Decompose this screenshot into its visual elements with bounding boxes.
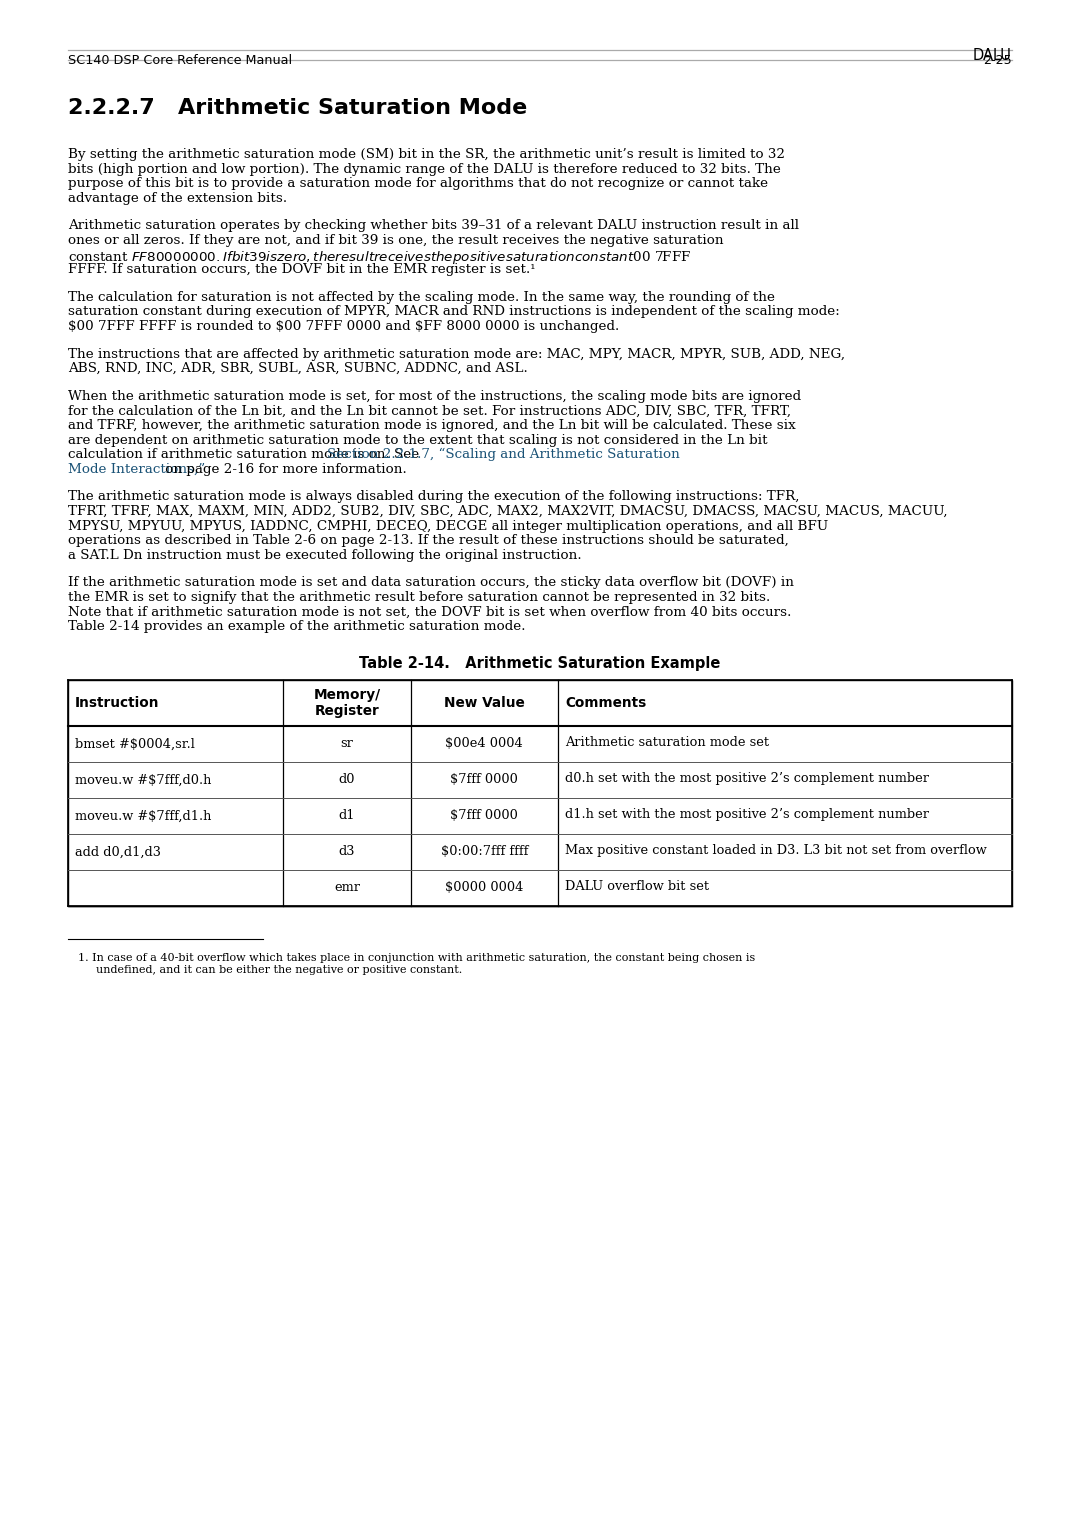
Text: The instructions that are affected by arithmetic saturation mode are: MAC, MPY, : The instructions that are affected by ar… bbox=[68, 347, 846, 361]
Text: d0: d0 bbox=[339, 773, 355, 787]
Text: The calculation for saturation is not affected by the scaling mode. In the same : The calculation for saturation is not af… bbox=[68, 290, 775, 304]
Text: $00e4 0004: $00e4 0004 bbox=[445, 738, 523, 750]
Text: moveu.w #$7fff,d0.h: moveu.w #$7fff,d0.h bbox=[75, 773, 212, 787]
Text: SC140 DSP Core Reference Manual: SC140 DSP Core Reference Manual bbox=[68, 53, 292, 67]
Text: Instruction: Instruction bbox=[75, 695, 160, 711]
Text: ABS, RND, INC, ADR, SBR, SUBL, ASR, SUBNC, ADDNC, and ASL.: ABS, RND, INC, ADR, SBR, SUBL, ASR, SUBN… bbox=[68, 362, 528, 376]
Text: constant $FF 8000 0000. If bit 39 is zero, the result receives the positive satu: constant $FF 8000 0000. If bit 39 is zer… bbox=[68, 249, 691, 266]
Text: 2.2.2.7   Arithmetic Saturation Mode: 2.2.2.7 Arithmetic Saturation Mode bbox=[68, 98, 527, 118]
Text: TFRT, TFRF, MAX, MAXM, MIN, ADD2, SUB2, DIV, SBC, ADC, MAX2, MAX2VIT, DMACSU, DM: TFRT, TFRF, MAX, MAXM, MIN, ADD2, SUB2, … bbox=[68, 504, 947, 518]
Text: operations as described in Table 2-6 on page 2-13. If the result of these instru: operations as described in Table 2-6 on … bbox=[68, 535, 788, 547]
Text: Arithmetic saturation operates by checking whether bits 39–31 of a relevant DALU: Arithmetic saturation operates by checki… bbox=[68, 220, 799, 232]
Text: Table 2-14 provides an example of the arithmetic saturation mode.: Table 2-14 provides an example of the ar… bbox=[68, 620, 526, 633]
Bar bbox=[68, 680, 1012, 906]
Text: advantage of the extension bits.: advantage of the extension bits. bbox=[68, 193, 287, 205]
Text: DALU: DALU bbox=[973, 47, 1012, 63]
Text: sr: sr bbox=[340, 738, 353, 750]
Text: 2-25: 2-25 bbox=[983, 53, 1012, 67]
Text: $7fff 0000: $7fff 0000 bbox=[450, 773, 518, 787]
Text: When the arithmetic saturation mode is set, for most of the instructions, the sc: When the arithmetic saturation mode is s… bbox=[68, 390, 801, 403]
Text: d1.h set with the most positive 2’s complement number: d1.h set with the most positive 2’s comp… bbox=[565, 808, 929, 822]
Text: a SAT.L Dn instruction must be executed following the original instruction.: a SAT.L Dn instruction must be executed … bbox=[68, 549, 582, 562]
Text: moveu.w #$7fff,d1.h: moveu.w #$7fff,d1.h bbox=[75, 810, 212, 822]
Text: Memory/
Register: Memory/ Register bbox=[313, 688, 380, 718]
Text: Section 2.2.1.7, “Scaling and Arithmetic Saturation: Section 2.2.1.7, “Scaling and Arithmetic… bbox=[326, 448, 679, 461]
Text: Comments: Comments bbox=[565, 695, 646, 711]
Text: d0.h set with the most positive 2’s complement number: d0.h set with the most positive 2’s comp… bbox=[565, 772, 929, 785]
Text: $0000 0004: $0000 0004 bbox=[445, 882, 524, 894]
Text: d1: d1 bbox=[339, 810, 355, 822]
Text: the EMR is set to signify that the arithmetic result before saturation cannot be: the EMR is set to signify that the arith… bbox=[68, 591, 770, 604]
Text: purpose of this bit is to provide a saturation mode for algorithms that do not r: purpose of this bit is to provide a satu… bbox=[68, 177, 768, 189]
Text: on page 2-16 for more information.: on page 2-16 for more information. bbox=[161, 463, 406, 475]
Text: FFFF. If saturation occurs, the DOVF bit in the EMR register is set.¹: FFFF. If saturation occurs, the DOVF bit… bbox=[68, 263, 536, 277]
Text: ones or all zeros. If they are not, and if bit 39 is one, the result receives th: ones or all zeros. If they are not, and … bbox=[68, 234, 724, 248]
Text: 1. In case of a 40-bit overflow which takes place in conjunction with arithmetic: 1. In case of a 40-bit overflow which ta… bbox=[78, 953, 755, 963]
Text: By setting the arithmetic saturation mode (SM) bit in the SR, the arithmetic uni: By setting the arithmetic saturation mod… bbox=[68, 148, 785, 160]
Text: $0:00:7fff ffff: $0:00:7fff ffff bbox=[441, 845, 528, 859]
Text: The arithmetic saturation mode is always disabled during the execution of the fo: The arithmetic saturation mode is always… bbox=[68, 490, 799, 503]
Text: $7fff 0000: $7fff 0000 bbox=[450, 810, 518, 822]
Text: add d0,d1,d3: add d0,d1,d3 bbox=[75, 845, 161, 859]
Text: Max positive constant loaded in D3. L3 bit not set from overflow: Max positive constant loaded in D3. L3 b… bbox=[565, 845, 987, 857]
Text: bmset #$0004,sr.l: bmset #$0004,sr.l bbox=[75, 738, 194, 750]
Text: are dependent on arithmetic saturation mode to the extent that scaling is not co: are dependent on arithmetic saturation m… bbox=[68, 434, 768, 446]
Text: Mode Interactions,”: Mode Interactions,” bbox=[68, 463, 205, 475]
Text: Note that if arithmetic saturation mode is not set, the DOVF bit is set when ove: Note that if arithmetic saturation mode … bbox=[68, 605, 792, 619]
Text: Table 2-14.   Arithmetic Saturation Example: Table 2-14. Arithmetic Saturation Exampl… bbox=[360, 656, 720, 671]
Text: MPYSU, MPYUU, MPYUS, IADDNC, CMPHI, DECEQ, DECGE all integer multiplication oper: MPYSU, MPYUU, MPYUS, IADDNC, CMPHI, DECE… bbox=[68, 520, 828, 533]
Text: d3: d3 bbox=[339, 845, 355, 859]
Text: for the calculation of the Ln bit, and the Ln bit cannot be set. For instruction: for the calculation of the Ln bit, and t… bbox=[68, 405, 792, 417]
Text: emr: emr bbox=[334, 882, 360, 894]
Text: bits (high portion and low portion). The dynamic range of the DALU is therefore : bits (high portion and low portion). The… bbox=[68, 162, 781, 176]
Text: $00 7FFF FFFF is rounded to $00 7FFF 0000 and $FF 8000 0000 is unchanged.: $00 7FFF FFFF is rounded to $00 7FFF 000… bbox=[68, 319, 619, 333]
Text: New Value: New Value bbox=[444, 695, 525, 711]
Text: undefined, and it can be either the negative or positive constant.: undefined, and it can be either the nega… bbox=[96, 964, 462, 975]
Text: Arithmetic saturation mode set: Arithmetic saturation mode set bbox=[565, 736, 769, 749]
Text: DALU overflow bit set: DALU overflow bit set bbox=[565, 880, 710, 894]
Text: calculation if arithmetic saturation mode is on. See: calculation if arithmetic saturation mod… bbox=[68, 448, 423, 461]
Text: saturation constant during execution of MPYR, MACR and RND instructions is indep: saturation constant during execution of … bbox=[68, 306, 840, 318]
Text: If the arithmetic saturation mode is set and data saturation occurs, the sticky : If the arithmetic saturation mode is set… bbox=[68, 576, 794, 590]
Text: and TFRF, however, the arithmetic saturation mode is ignored, and the Ln bit wil: and TFRF, however, the arithmetic satura… bbox=[68, 419, 796, 432]
